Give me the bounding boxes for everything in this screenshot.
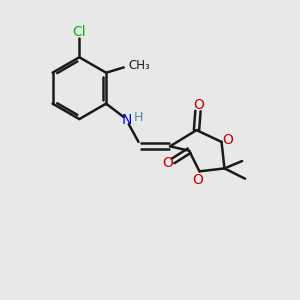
Text: Cl: Cl <box>73 25 86 39</box>
Text: O: O <box>193 172 203 187</box>
Text: N: N <box>122 113 133 127</box>
Text: O: O <box>162 155 173 170</box>
Text: O: O <box>193 98 204 112</box>
Text: O: O <box>223 134 233 147</box>
Text: CH₃: CH₃ <box>129 59 151 72</box>
Text: H: H <box>134 111 143 124</box>
